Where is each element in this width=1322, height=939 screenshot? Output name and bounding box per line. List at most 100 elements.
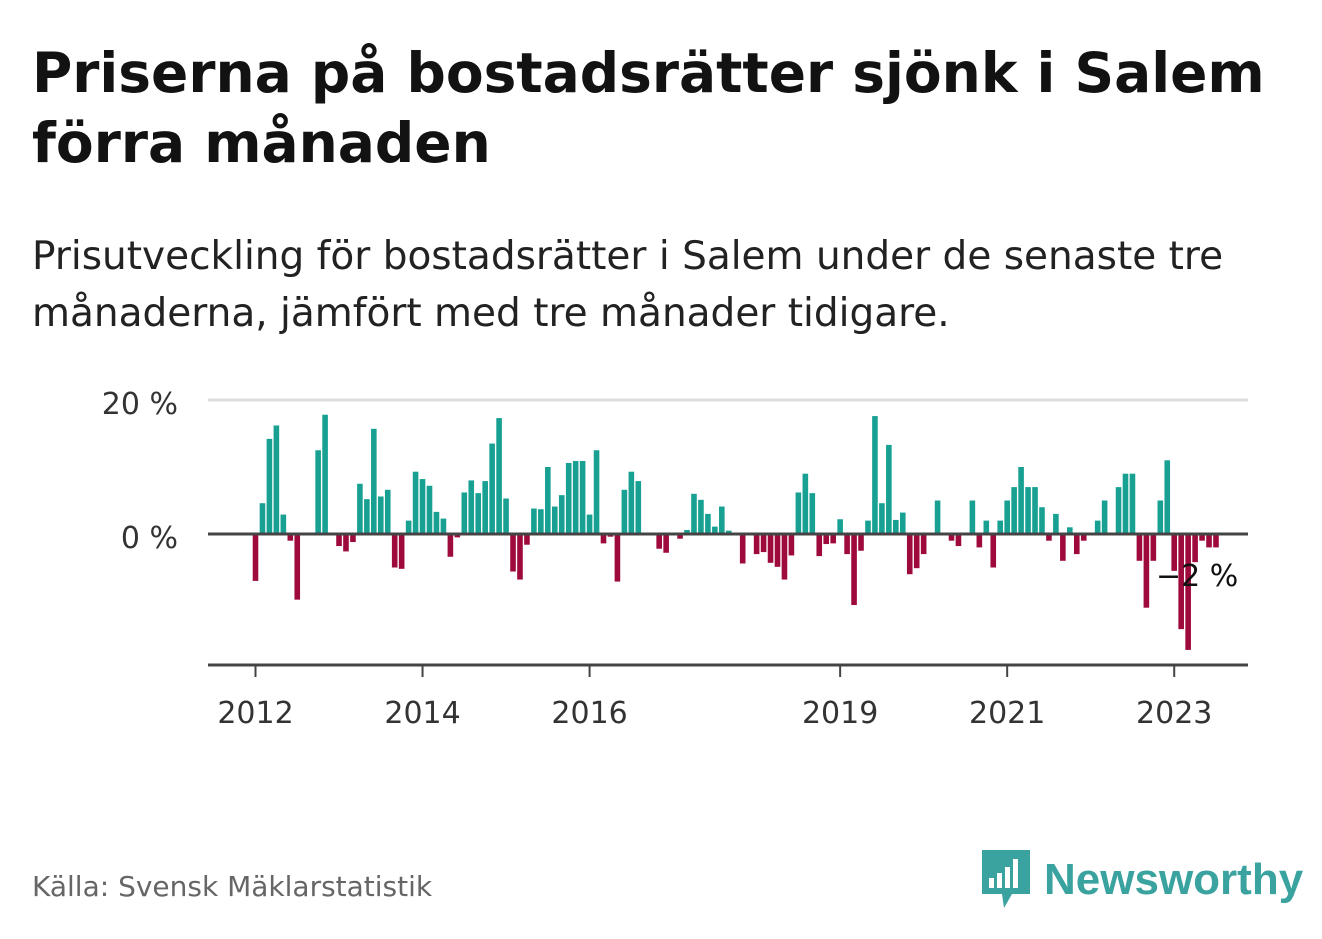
bar-83	[830, 534, 836, 544]
bar-49	[593, 450, 600, 534]
bar-45	[565, 462, 572, 534]
bar-132	[1171, 534, 1178, 571]
bar-48	[586, 514, 593, 534]
x-tick-label-2012: 2012	[217, 696, 293, 731]
bar-1	[259, 503, 266, 534]
bar-40	[531, 508, 537, 534]
bar-6	[294, 534, 301, 600]
bar-75	[774, 534, 781, 567]
bar-86	[851, 534, 857, 606]
bar-110	[1018, 467, 1024, 534]
bar-113	[1039, 507, 1045, 534]
bar-59	[663, 534, 669, 553]
y-tick-label-0: 0 %	[121, 521, 178, 556]
bar-chart: 20 % 0 % 2012 2014 2016 2019 2021 2023 −2 %	[102, 387, 1248, 731]
bar-9	[315, 450, 321, 534]
bar-42	[545, 467, 551, 534]
bar-50	[600, 534, 607, 544]
bar-101	[955, 534, 962, 547]
bar-65	[705, 513, 711, 534]
bar-111	[1025, 487, 1031, 534]
bar-24	[419, 479, 426, 534]
bar-108	[1004, 500, 1010, 534]
bar-77	[788, 534, 795, 556]
bar-125	[1122, 473, 1129, 534]
bar-66	[712, 526, 718, 534]
bars-group	[252, 414, 1219, 650]
bar-129	[1150, 534, 1157, 561]
bar-19	[384, 489, 391, 534]
bar-46	[572, 460, 579, 534]
bar-32	[475, 493, 482, 534]
bar-15	[357, 483, 363, 534]
bar-116	[1060, 534, 1066, 561]
bar-39	[524, 534, 530, 545]
bar-89	[872, 416, 878, 534]
bar-37	[510, 534, 516, 572]
bar-14	[350, 534, 356, 543]
bar-112	[1032, 487, 1038, 534]
chart-title: Priserna på bostadsrätter sjönk i Salem …	[32, 41, 1265, 175]
bar-114	[1046, 534, 1052, 541]
bar-53	[621, 489, 628, 534]
bar-107	[997, 520, 1004, 534]
bar-0	[252, 534, 259, 581]
bar-52	[614, 534, 621, 582]
bar-118	[1073, 534, 1080, 555]
bar-103	[969, 500, 976, 534]
bar-74	[767, 534, 774, 563]
newsworthy-logo: Newsworthy	[982, 850, 1303, 910]
bar-106	[990, 534, 997, 568]
bar-105	[983, 520, 990, 534]
bar-100	[948, 534, 955, 541]
bar-121	[1094, 520, 1101, 534]
bar-109	[1011, 487, 1017, 534]
logo-wordmark: Newsworthy	[1044, 855, 1304, 904]
bar-20	[391, 534, 398, 568]
bar-76	[781, 534, 788, 580]
bar-23	[412, 471, 419, 534]
bar-35	[496, 418, 502, 534]
bar-5	[287, 534, 294, 541]
bar-43	[551, 506, 558, 534]
bar-36	[503, 498, 509, 534]
bar-115	[1053, 513, 1059, 534]
bar-72	[753, 534, 760, 555]
source-credit: Källa: Svensk Mäklarstatistik	[32, 870, 433, 903]
bar-94	[906, 534, 913, 575]
bar-135	[1192, 534, 1198, 563]
bar-18	[377, 496, 384, 534]
bar-62	[684, 529, 690, 534]
bar-122	[1101, 500, 1108, 534]
bar-79	[802, 473, 809, 534]
bar-28	[447, 534, 454, 557]
bar-73	[760, 534, 767, 553]
bar-70	[739, 534, 746, 564]
bar-67	[719, 506, 725, 534]
x-tick-label-2019: 2019	[802, 696, 878, 731]
bar-117	[1067, 527, 1073, 534]
bar-124	[1115, 487, 1122, 534]
bar-25	[426, 485, 433, 534]
bar-63	[691, 493, 697, 534]
bar-119	[1080, 534, 1087, 541]
bar-17	[371, 428, 377, 534]
bar-38	[517, 534, 523, 580]
bar-137	[1206, 534, 1212, 548]
bar-96	[920, 534, 927, 555]
bar-87	[858, 534, 864, 551]
bar-128	[1143, 534, 1150, 608]
bar-84	[837, 519, 843, 534]
bar-95	[913, 534, 920, 569]
bar-64	[698, 499, 704, 534]
bar-138	[1213, 534, 1219, 548]
bar-130	[1157, 500, 1164, 534]
bar-21	[398, 534, 405, 569]
bar-3	[273, 425, 280, 534]
bar-12	[336, 534, 342, 547]
bar-47	[579, 460, 586, 534]
bar-82	[823, 534, 830, 545]
bar-61	[677, 534, 683, 539]
bar-133	[1178, 534, 1184, 630]
bar-104	[976, 534, 983, 548]
